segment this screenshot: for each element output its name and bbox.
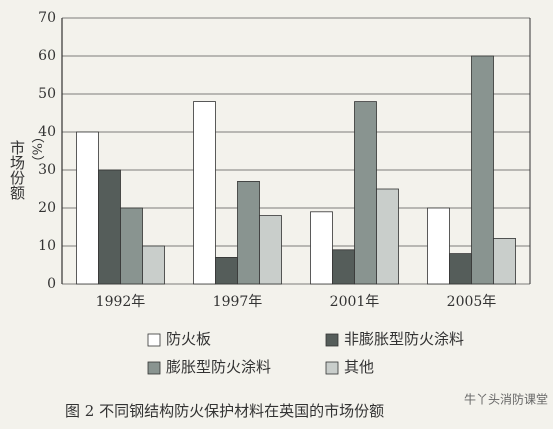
legend-label: 非膨胀型防火涂料 — [344, 330, 464, 348]
legend-swatch — [147, 333, 161, 347]
legend-swatch — [147, 361, 161, 375]
y-tick-label: 0 — [47, 276, 56, 292]
bar — [120, 207, 143, 285]
bar — [259, 215, 282, 285]
y-tick-label: 70 — [38, 10, 56, 26]
bar — [376, 188, 399, 285]
legend-swatch — [325, 361, 339, 375]
legend-label: 其他 — [344, 358, 374, 376]
x-tick-label: 1997年 — [213, 294, 263, 310]
bar — [76, 131, 99, 285]
bar — [98, 169, 121, 285]
bar — [471, 55, 494, 285]
bar — [427, 207, 450, 285]
bar — [354, 101, 377, 285]
legend-label: 膨胀型防火涂料 — [166, 358, 271, 376]
y-tick-label: 40 — [38, 124, 56, 140]
bar — [215, 256, 238, 285]
bar — [332, 249, 355, 285]
y-tick-label: 30 — [38, 162, 56, 178]
legend-label: 防火板 — [166, 330, 211, 348]
caption: 图 2 不同钢结构防火保护材料在英国的市场份额 — [65, 402, 384, 420]
y-tick-label: 60 — [38, 48, 56, 64]
legend-swatch — [325, 333, 339, 347]
y-tick-label: 10 — [38, 238, 56, 254]
bar — [493, 237, 516, 285]
watermark: 牛丫头消防课堂 — [464, 392, 548, 407]
y-axis-unit: （%） — [29, 130, 45, 168]
bar — [310, 211, 333, 285]
x-tick-label: 2001年 — [330, 294, 380, 310]
y-tick-label: 20 — [38, 200, 56, 216]
bar — [449, 253, 472, 285]
y-axis-label: 市场份额 — [8, 140, 26, 200]
x-tick-label: 1992年 — [96, 294, 146, 310]
bar — [237, 180, 260, 285]
bar — [193, 101, 216, 285]
x-tick-label: 2005年 — [447, 294, 497, 310]
bar — [142, 245, 165, 285]
y-tick-label: 50 — [38, 86, 56, 102]
